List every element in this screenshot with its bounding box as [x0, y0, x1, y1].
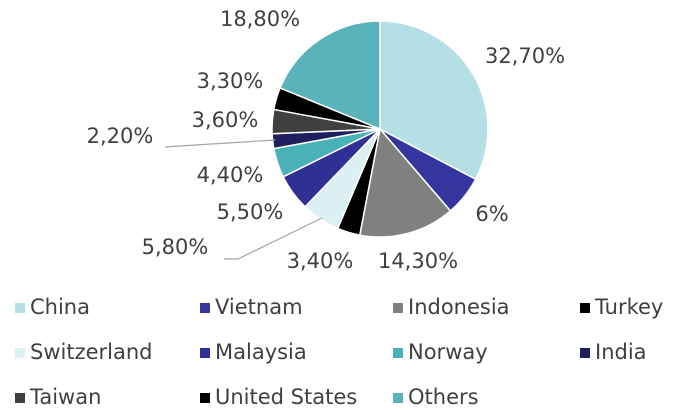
leader-line — [224, 217, 323, 260]
legend-label: Taiwan — [29, 385, 101, 409]
legend-label: Others — [408, 385, 479, 409]
legend-swatch — [200, 348, 210, 358]
pie-slice — [279, 20, 381, 131]
legend-swatch — [580, 348, 590, 358]
data-label: 5,80% — [142, 235, 209, 259]
data-label: 3,30% — [197, 69, 264, 93]
legend-label: Switzerland — [30, 340, 153, 364]
legend-swatch — [15, 303, 25, 313]
data-label: 14,30% — [378, 249, 458, 273]
legend-label: Norway — [408, 340, 488, 364]
legend-swatch — [200, 303, 210, 313]
legend-swatch — [200, 393, 210, 403]
legend-swatch — [393, 303, 403, 313]
legend-label: United States — [215, 385, 357, 409]
legend-swatch — [393, 348, 403, 358]
data-label: 3,60% — [192, 108, 259, 132]
legend-swatch — [580, 303, 590, 313]
legend-label: Vietnam — [215, 295, 303, 319]
leader-line — [164, 139, 276, 148]
data-label: 18,80% — [220, 7, 300, 31]
data-label: 4,40% — [197, 163, 264, 187]
legend-label: Malaysia — [215, 340, 307, 364]
legend-swatch — [15, 393, 25, 403]
legend-label: Indonesia — [408, 295, 510, 319]
data-label: 32,70% — [485, 44, 565, 68]
data-label: 6% — [475, 202, 508, 226]
pie-slice — [379, 20, 489, 181]
legend-swatch — [393, 393, 403, 403]
data-label: 5,50% — [217, 200, 284, 224]
legend-label: Turkey — [594, 295, 663, 319]
pie-slice — [358, 127, 452, 238]
legend-label: India — [595, 340, 647, 364]
legend-label: China — [30, 295, 90, 319]
legend-swatch — [15, 348, 25, 358]
data-label: 2,20% — [87, 124, 154, 148]
data-label: 3,40% — [287, 249, 354, 273]
